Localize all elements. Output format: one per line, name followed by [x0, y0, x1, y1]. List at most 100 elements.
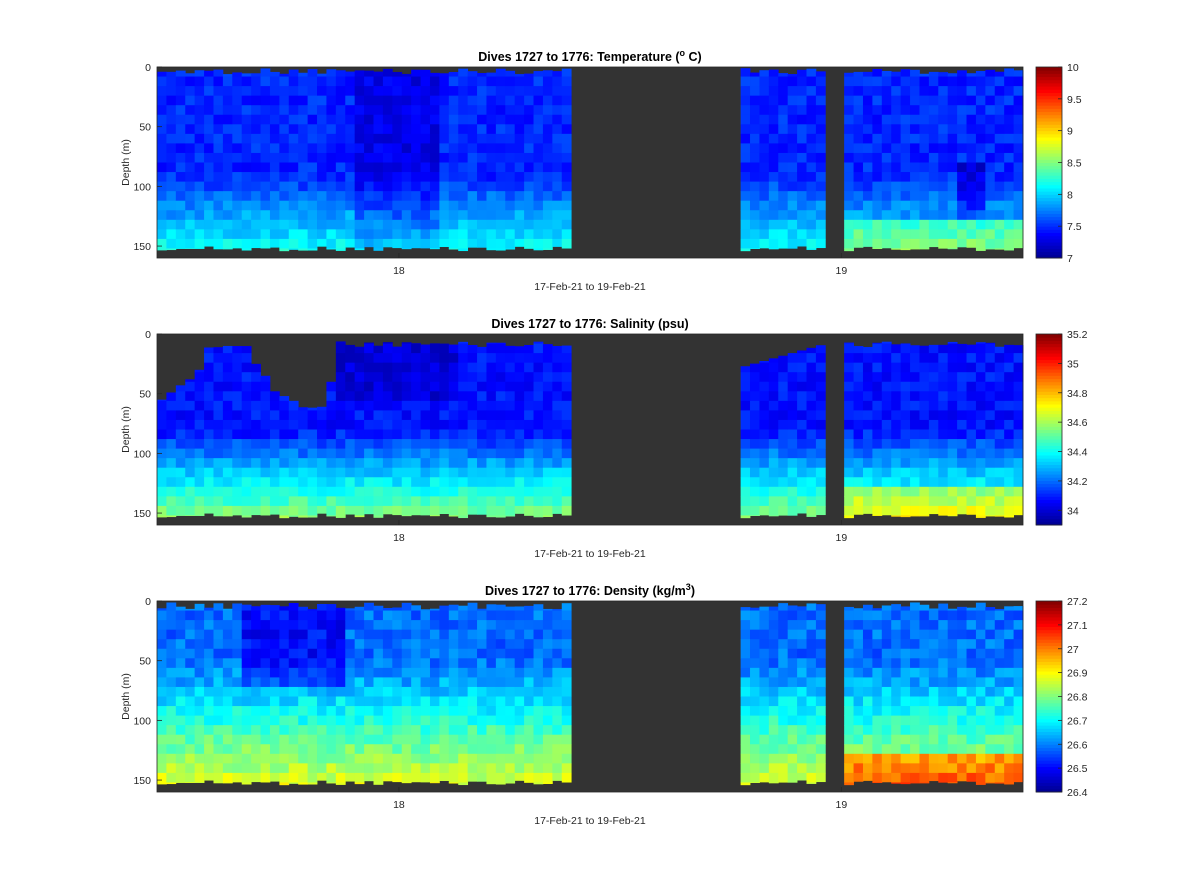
heatmap-cell	[429, 486, 440, 497]
heatmap-cell	[458, 410, 469, 421]
colorbar-segment	[1036, 480, 1062, 485]
heatmap-cell	[185, 181, 196, 192]
heatmap-cell	[900, 410, 911, 421]
heatmap-cell	[910, 782, 920, 784]
heatmap-cell	[222, 515, 233, 517]
heatmap-cell	[204, 381, 214, 392]
heatmap-cell	[354, 763, 365, 774]
heatmap-cell	[815, 772, 826, 783]
heatmap-cell	[495, 133, 506, 144]
colorbar-segment	[1036, 194, 1062, 199]
colorbar-segment	[1036, 356, 1062, 360]
heatmap-cell	[778, 73, 789, 77]
heatmap-cell	[458, 76, 469, 87]
heatmap-cell	[373, 448, 384, 459]
heatmap-cell	[326, 210, 337, 221]
heatmap-cell	[787, 362, 798, 373]
heatmap-cell	[928, 763, 939, 774]
salinity-chart-title: Dives 1727 to 1776: Salinity (psu)	[491, 317, 688, 331]
heatmap-cell	[806, 515, 817, 517]
heatmap-cell	[298, 696, 309, 707]
heatmap-cell	[844, 620, 854, 631]
heatmap-cell	[768, 772, 779, 783]
colorbar-segment	[1036, 149, 1062, 154]
heatmap-cell	[768, 429, 779, 440]
heatmap-cell	[533, 515, 544, 518]
heatmap-cell	[994, 362, 1005, 373]
heatmap-cell	[1013, 372, 1024, 383]
heatmap-cell	[514, 362, 525, 373]
heatmap-cell	[787, 181, 798, 192]
heatmap-cell	[354, 346, 365, 354]
heatmap-cell	[401, 602, 412, 611]
heatmap-cell	[345, 391, 356, 402]
heatmap-cell	[401, 648, 412, 659]
heatmap-cell	[947, 238, 958, 249]
heatmap-cell	[910, 448, 920, 459]
heatmap-cell	[392, 95, 403, 106]
heatmap-cell	[862, 76, 873, 87]
heatmap-cell	[260, 114, 271, 125]
heatmap-cell	[1013, 429, 1024, 440]
heatmap-cell	[957, 86, 967, 97]
heatmap-cell	[298, 496, 309, 507]
heatmap-cell	[994, 95, 1005, 106]
heatmap-cell	[213, 391, 224, 402]
heatmap-cell	[420, 86, 431, 97]
heatmap-cell	[900, 515, 911, 518]
heatmap-cell	[241, 725, 252, 736]
heatmap-cell	[185, 610, 196, 621]
heatmap-cell	[439, 667, 450, 678]
heatmap-cell	[778, 391, 789, 402]
colorbar-segment	[1036, 470, 1062, 475]
heatmap-cell	[891, 229, 902, 240]
heatmap-cell	[335, 105, 346, 116]
heatmap-cell	[552, 345, 563, 354]
heatmap-cell	[222, 439, 233, 449]
heatmap-cell	[477, 772, 487, 782]
heatmap-cell	[401, 439, 412, 449]
heatmap-cell	[382, 343, 393, 354]
heatmap-cell	[175, 772, 186, 783]
heatmap-cell	[994, 229, 1005, 240]
heatmap-cell	[269, 496, 280, 507]
heatmap-cell	[524, 86, 534, 97]
heatmap-cell	[891, 344, 902, 354]
heatmap-cell	[750, 133, 760, 144]
heatmap-cell	[373, 782, 384, 785]
heatmap-cell	[354, 86, 365, 97]
heatmap-cell	[382, 86, 393, 97]
heatmap-cell	[1004, 68, 1014, 77]
heatmap-cell	[957, 76, 967, 87]
heatmap-cell	[928, 381, 939, 392]
heatmap-cell	[326, 686, 337, 697]
heatmap-cell	[185, 238, 196, 249]
heatmap-cell	[891, 353, 902, 364]
heatmap-cell	[448, 753, 459, 764]
heatmap-cell	[232, 744, 243, 755]
heatmap-cell	[750, 152, 760, 163]
density-chart-title: Dives 1727 to 1776: Density (kg/m3)	[485, 582, 695, 598]
heatmap-cell	[910, 181, 920, 192]
heatmap-cell	[448, 86, 459, 97]
heatmap-cell	[919, 400, 930, 411]
heatmap-cell	[505, 133, 516, 144]
heatmap-cell	[317, 763, 327, 774]
heatmap-cell	[241, 467, 252, 478]
heatmap-cell	[429, 362, 440, 373]
heatmap-cell	[1004, 410, 1014, 421]
colorbar-segment	[1036, 680, 1062, 685]
heatmap-cell	[486, 744, 497, 755]
heatmap-cell	[514, 419, 525, 430]
heatmap-cell	[797, 610, 807, 621]
heatmap-cell	[928, 181, 939, 192]
heatmap-cell	[326, 439, 337, 449]
heatmap-cell	[862, 639, 873, 650]
heatmap-cell	[505, 248, 516, 250]
heatmap-cell	[241, 429, 252, 440]
heatmap-cell	[345, 400, 356, 411]
heatmap-cell	[815, 439, 826, 449]
heatmap-cell	[947, 706, 958, 716]
heatmap-cell	[778, 76, 789, 87]
heatmap-cell	[448, 639, 459, 650]
